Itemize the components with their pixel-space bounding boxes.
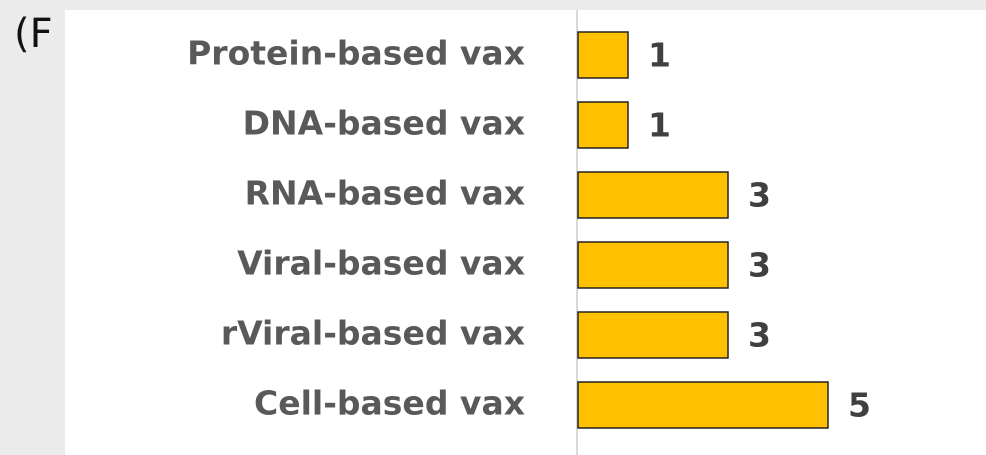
- chart-panel: [65, 10, 986, 455]
- category-label: Cell-based vax: [254, 384, 525, 423]
- value-label: 3: [748, 246, 771, 285]
- category-label: RNA-based vax: [245, 174, 525, 213]
- category-label: Protein-based vax: [187, 34, 525, 73]
- bar: [577, 101, 629, 149]
- category-label: DNA-based vax: [243, 104, 525, 143]
- value-label: 3: [748, 316, 771, 355]
- value-label: 3: [748, 176, 771, 215]
- bar: [577, 31, 629, 79]
- category-label: rViral-based vax: [221, 314, 525, 353]
- bar: [577, 381, 829, 429]
- category-label: Viral-based vax: [237, 244, 525, 283]
- value-label: 5: [848, 386, 871, 425]
- bar: [577, 241, 729, 289]
- value-label: 1: [648, 36, 671, 75]
- value-label: 1: [648, 106, 671, 145]
- bar: [577, 171, 729, 219]
- partial-caption: (F: [14, 11, 53, 57]
- bar: [577, 311, 729, 359]
